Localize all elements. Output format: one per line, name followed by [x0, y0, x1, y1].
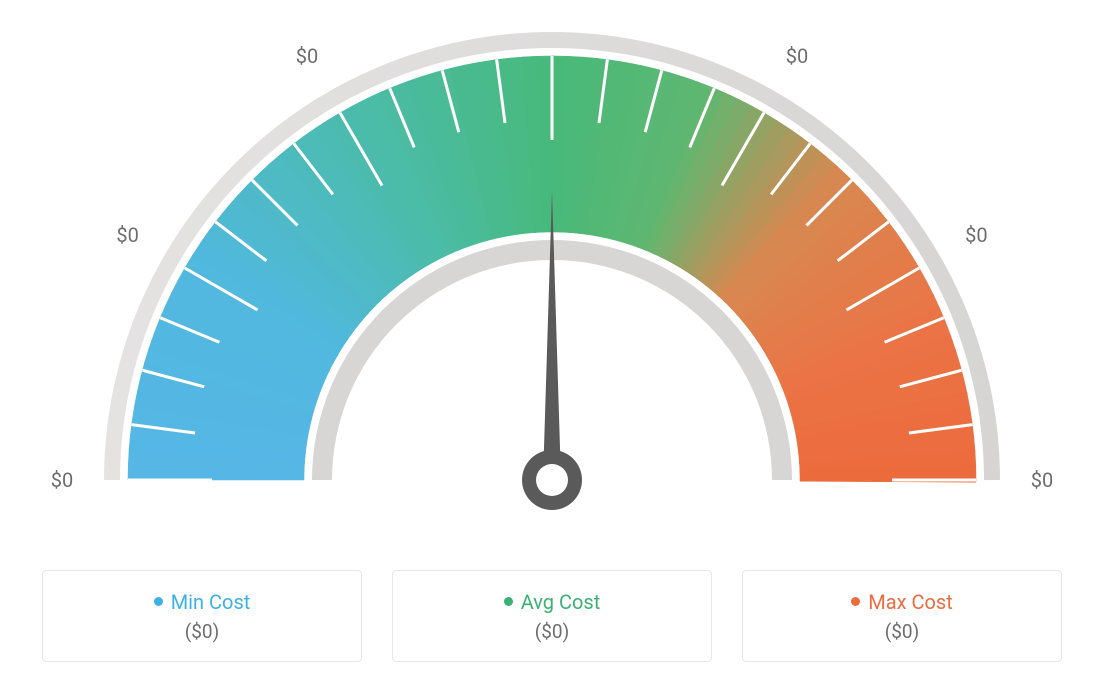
- legend-label: Avg Cost: [521, 590, 601, 614]
- legend-title: Min Cost: [43, 590, 361, 614]
- legend-dot-icon: [851, 597, 860, 606]
- tick-label: $0: [296, 44, 318, 68]
- needle-hub-inner: [536, 464, 568, 496]
- legend-value: ($0): [393, 620, 711, 643]
- legend-title: Avg Cost: [393, 590, 711, 614]
- needle: [543, 190, 561, 480]
- legend-box: Avg Cost ($0): [392, 570, 712, 662]
- legend-dot-icon: [154, 597, 163, 606]
- legend-title: Max Cost: [743, 590, 1061, 614]
- tick-label: $0: [786, 44, 808, 68]
- gauge-svg: [44, 0, 1060, 560]
- tick-label: $0: [965, 223, 987, 247]
- gauge-chart-container: $0$0$0$0$0$0$0Min Cost($0)Avg Cost($0)Ma…: [0, 0, 1104, 690]
- gauge: $0 $0 $0 $0 $0 $0 $0: [44, 0, 1060, 560]
- legend-row: Min Cost ($0) Avg Cost ($0) Max Cost ($0): [42, 570, 1062, 662]
- tick-label: $0: [116, 223, 138, 247]
- tick-label: $0: [51, 468, 73, 492]
- legend-label: Min Cost: [171, 590, 251, 614]
- legend-box: Max Cost ($0): [742, 570, 1062, 662]
- legend-label: Max Cost: [868, 590, 953, 614]
- legend-value: ($0): [43, 620, 361, 643]
- legend-value: ($0): [743, 620, 1061, 643]
- tick-label: $0: [541, 0, 563, 2]
- legend-dot-icon: [504, 597, 513, 606]
- legend-box: Min Cost ($0): [42, 570, 362, 662]
- tick-label: $0: [1031, 468, 1053, 492]
